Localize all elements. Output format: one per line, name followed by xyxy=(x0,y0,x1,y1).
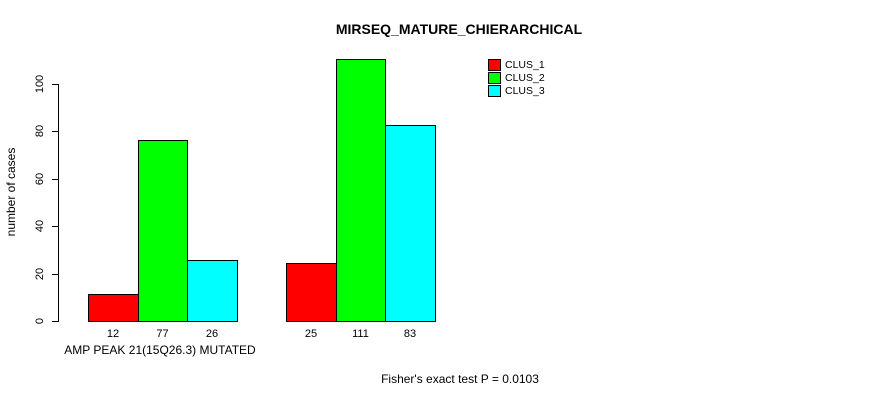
legend-swatch-clus-1-icon xyxy=(488,58,501,71)
legend-item-clus-1: CLUS_1 xyxy=(488,58,545,71)
bar-value-label: 77 xyxy=(156,328,169,340)
bar-value-label: 25 xyxy=(304,328,318,340)
legend-swatch-clus-3-icon xyxy=(488,85,501,98)
y-tick-mark xyxy=(52,84,59,85)
y-tick-mark xyxy=(52,179,59,180)
bar-clus_2-group1 xyxy=(138,140,188,322)
legend-item-clus-2: CLUS_2 xyxy=(488,71,545,85)
y-tick-label: 100 xyxy=(34,74,46,94)
fisher-test-note: Fisher's exact test P = 0.0103 xyxy=(381,372,539,386)
legend-swatch-clus-2-icon xyxy=(488,72,501,85)
legend: CLUS_1 CLUS_2 CLUS_3 xyxy=(488,58,545,98)
y-tick-mark xyxy=(52,274,59,275)
bar-clus_2-group2 xyxy=(336,59,386,322)
bar-clus_3-group2 xyxy=(385,125,436,322)
y-tick-label: 20 xyxy=(34,267,46,281)
bar-clus_3-group1 xyxy=(187,260,238,322)
legend-item-clus-3: CLUS_3 xyxy=(488,85,545,98)
y-axis-title: number of cases xyxy=(4,147,18,237)
bar-value-label: 26 xyxy=(205,328,219,340)
y-axis-line xyxy=(58,84,59,322)
bar-clus_1-group2 xyxy=(286,263,337,322)
y-tick-label: 0 xyxy=(34,317,46,325)
chart-title: MIRSEQ_MATURE_CHIERARCHICAL xyxy=(335,21,583,37)
legend-label-clus-3: CLUS_3 xyxy=(505,85,545,98)
legend-label-clus-1: CLUS_1 xyxy=(505,58,545,71)
y-tick-label: 60 xyxy=(34,172,46,186)
bar-clus_1-group1 xyxy=(88,294,139,322)
y-tick-mark xyxy=(52,226,59,227)
y-tick-label: 40 xyxy=(34,219,46,233)
bar-value-label: 111 xyxy=(352,328,369,340)
legend-label-clus-2: CLUS_2 xyxy=(505,72,545,85)
bar-value-label: 83 xyxy=(403,328,417,340)
y-tick-mark xyxy=(52,321,59,322)
bar-value-label: 12 xyxy=(106,328,120,340)
y-tick-mark xyxy=(52,131,59,132)
x-axis-group-label: AMP PEAK 21(15Q26.3) MUTATED xyxy=(64,343,256,357)
y-tick-label: 80 xyxy=(34,124,46,138)
